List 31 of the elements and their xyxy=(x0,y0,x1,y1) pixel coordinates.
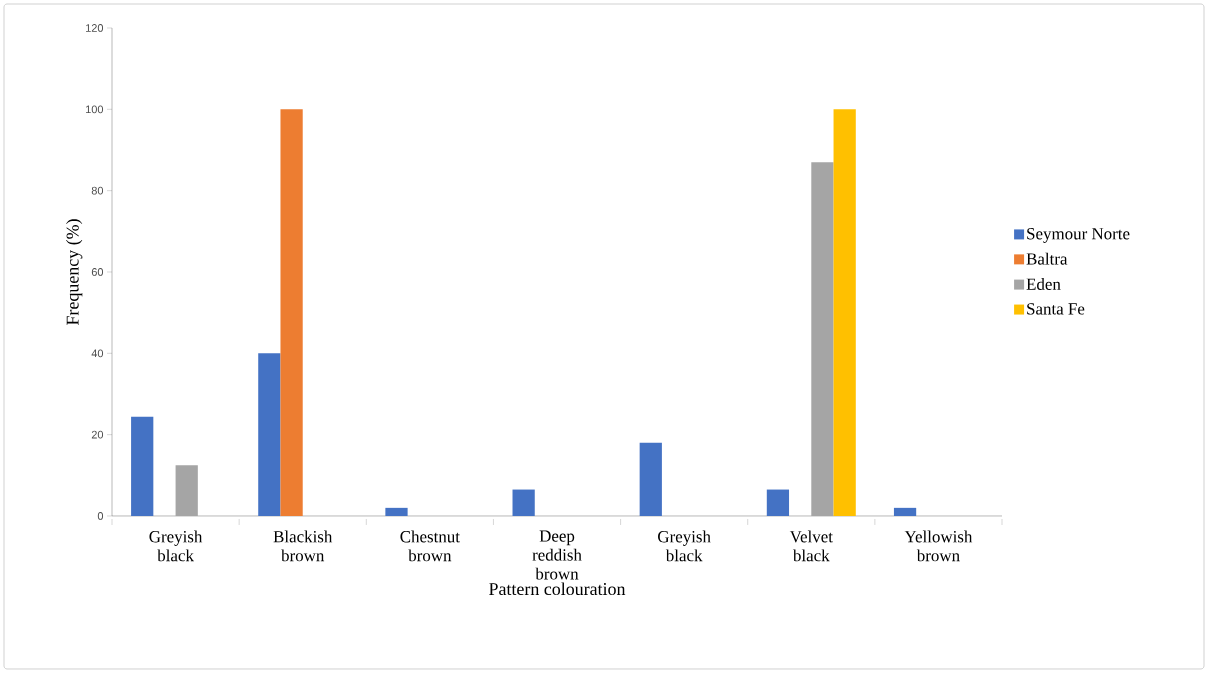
legend-label: Seymour Norte xyxy=(1027,228,1130,243)
bar xyxy=(833,109,856,516)
legend-label: Eden xyxy=(1026,277,1061,290)
bar xyxy=(766,489,790,516)
bar xyxy=(175,465,198,516)
x-tick-label: Chestnut brown xyxy=(400,530,460,562)
legend-label: Santa Fe xyxy=(1027,303,1085,315)
bar xyxy=(893,507,917,516)
bar xyxy=(811,162,834,516)
bar xyxy=(131,416,154,516)
y-tick-label: 80 xyxy=(91,186,104,195)
y-axis-title: Frequency (%) xyxy=(66,219,83,325)
bar xyxy=(258,353,281,516)
x-tick-label: Greyish black xyxy=(658,530,711,562)
bar xyxy=(280,109,303,516)
x-axis-title: Pattern colouration xyxy=(489,582,626,596)
x-tick-label: Greyish black xyxy=(149,530,203,562)
x-tick-label: Deep reddish brown xyxy=(532,530,582,580)
y-tick-label: 20 xyxy=(91,430,104,439)
y-tick-label: 40 xyxy=(91,349,104,358)
x-tick-label: Velvet black xyxy=(789,530,833,562)
x-tick-label: Blackish brown xyxy=(273,530,333,562)
x-tick-label: Yellowish brown xyxy=(904,530,973,562)
y-tick-label: 120 xyxy=(86,24,104,32)
bar xyxy=(512,489,535,516)
y-tick-label: 60 xyxy=(91,268,104,276)
bar xyxy=(385,507,408,516)
y-tick-label: 0 xyxy=(97,512,104,520)
y-tick-label: 100 xyxy=(86,105,104,114)
bar xyxy=(639,442,662,516)
legend-label: Baltra xyxy=(1026,252,1068,265)
